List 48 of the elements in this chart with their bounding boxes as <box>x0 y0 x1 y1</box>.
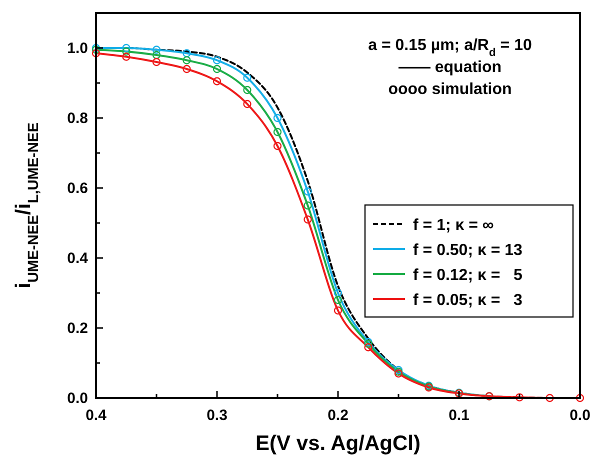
point <box>515 393 524 402</box>
annotation: oooo simulation <box>388 81 512 98</box>
y-tick-label: 1.0 <box>67 40 88 57</box>
point <box>182 49 191 58</box>
point <box>92 49 100 58</box>
point <box>212 56 222 64</box>
point <box>304 201 312 210</box>
point <box>334 288 342 298</box>
point <box>243 100 252 108</box>
point <box>273 142 282 150</box>
annotation: a = 0.15 µm; a/R$_{d}$ = 10 <box>368 37 532 59</box>
x-tick-label: 0.4 <box>86 407 108 424</box>
point <box>182 56 191 64</box>
x-tick-label: 0.0 <box>570 407 590 424</box>
legend-label: f = 0.50; κ = 13 <box>413 242 523 259</box>
point <box>334 296 342 304</box>
y-tick-label: 0.8 <box>67 110 88 127</box>
point <box>273 128 282 136</box>
legend-label: f = 1; κ = ∞ <box>413 217 494 234</box>
point <box>152 50 161 60</box>
point <box>122 47 130 56</box>
point <box>212 64 222 74</box>
x-axis-title: E(V vs. Ag/AgCl) <box>256 432 420 455</box>
legend-label: f = 0.12; κ = 5 <box>413 267 523 284</box>
point <box>152 58 161 66</box>
point <box>334 306 342 315</box>
annotation: —— equation <box>398 59 502 76</box>
point <box>273 114 282 122</box>
x-tick-label: 0.3 <box>206 407 228 424</box>
point <box>243 86 252 94</box>
y-tick-label: 0.4 <box>67 250 89 267</box>
point <box>304 215 312 224</box>
y-tick-label: 0.0 <box>67 390 88 407</box>
x-tick-label: 0.2 <box>328 407 348 424</box>
point <box>182 64 191 74</box>
point <box>152 46 161 54</box>
point <box>304 187 312 196</box>
x-tick-label: 0.1 <box>448 407 470 424</box>
point <box>576 394 584 402</box>
point <box>364 343 372 352</box>
point <box>243 74 252 82</box>
point <box>212 77 222 86</box>
y-tick-label: 0.2 <box>67 320 88 337</box>
legend-label: f = 0.05; κ = 3 <box>413 292 523 309</box>
point <box>122 44 130 52</box>
y-tick-label: 0.6 <box>67 180 88 197</box>
point <box>122 52 130 61</box>
point <box>546 394 554 402</box>
